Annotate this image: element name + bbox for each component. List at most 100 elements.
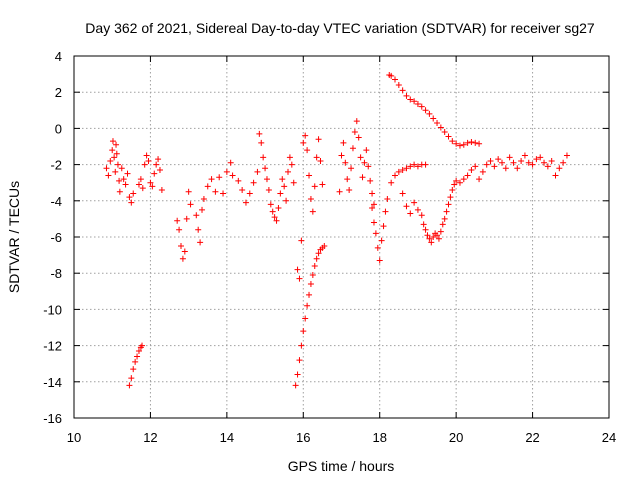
data-point [149, 183, 156, 190]
data-point [220, 190, 227, 197]
x-tick-label: 18 [372, 430, 386, 445]
data-point [407, 210, 414, 217]
data-point [384, 195, 391, 202]
data-point [443, 208, 450, 215]
data-point [403, 203, 410, 210]
data-point [137, 176, 144, 183]
data-point [560, 159, 567, 166]
data-point [116, 177, 123, 184]
data-point [114, 161, 121, 168]
scatter-points [103, 72, 570, 389]
series-seg3 [126, 342, 146, 389]
data-point [392, 172, 398, 179]
data-point [124, 170, 131, 177]
data-point [178, 243, 184, 250]
data-point [411, 98, 418, 105]
data-point [370, 201, 377, 208]
data-point [275, 205, 282, 212]
data-point [306, 291, 313, 298]
data-point [434, 119, 441, 126]
x-tick-label: 16 [296, 430, 310, 445]
data-point [506, 154, 513, 161]
data-point [179, 255, 186, 262]
data-point [281, 183, 288, 190]
data-point [141, 161, 148, 168]
data-point [437, 228, 444, 235]
data-point [183, 215, 190, 222]
data-point [420, 221, 427, 228]
data-point [411, 161, 418, 168]
data-point [476, 140, 483, 147]
data-point [359, 174, 366, 181]
data-point [311, 183, 318, 190]
data-point [447, 194, 454, 201]
y-tick-label: -10 [43, 302, 62, 317]
data-point [302, 315, 309, 322]
data-point [365, 163, 372, 170]
data-point [321, 243, 328, 250]
data-point [451, 181, 458, 188]
data-point [262, 165, 269, 172]
data-point [155, 156, 162, 163]
data-point [370, 219, 377, 226]
data-point [483, 161, 490, 168]
data-point [479, 168, 486, 175]
x-tick-label: 14 [220, 430, 234, 445]
data-point [418, 212, 425, 219]
data-point [464, 172, 471, 179]
data-point [139, 185, 146, 192]
data-point [260, 154, 267, 161]
data-point [300, 328, 307, 335]
data-point [185, 188, 192, 195]
data-point [212, 188, 219, 195]
data-point [422, 161, 429, 168]
data-point [258, 139, 265, 146]
data-point [502, 165, 509, 172]
y-tick-label: -8 [50, 266, 62, 281]
data-point [537, 154, 544, 161]
data-point [283, 197, 290, 204]
data-point [418, 103, 425, 110]
data-point [285, 168, 291, 175]
data-point [369, 205, 376, 212]
data-point [541, 159, 548, 166]
data-point [277, 190, 284, 197]
data-point [392, 76, 398, 83]
data-point [229, 172, 236, 179]
data-point [407, 163, 414, 170]
data-point [307, 195, 314, 202]
y-tick-label: -16 [43, 411, 62, 426]
data-point [338, 152, 345, 159]
data-point [107, 157, 114, 164]
series-seg4 [174, 188, 194, 262]
data-point [307, 281, 314, 288]
data-point [468, 167, 475, 174]
data-point [128, 199, 135, 206]
series-seg10 [369, 161, 429, 264]
data-point [298, 237, 305, 244]
data-point [407, 96, 414, 103]
data-point [363, 147, 370, 154]
data-point [563, 152, 570, 159]
data-point [109, 147, 116, 154]
series-seg8 [294, 132, 326, 282]
data-point [223, 168, 230, 175]
data-point [422, 107, 429, 114]
data-point [279, 176, 286, 183]
data-point [428, 239, 435, 246]
data-point [103, 165, 110, 172]
data-point [426, 110, 433, 117]
data-point [380, 223, 387, 230]
series-seg7 [292, 243, 328, 389]
data-point [346, 186, 353, 193]
data-point [430, 234, 437, 240]
data-point [361, 159, 368, 166]
data-point [239, 186, 246, 193]
data-point [256, 130, 263, 137]
data-point [453, 177, 460, 184]
data-point [414, 163, 421, 170]
x-tick-label: 12 [143, 430, 157, 445]
series-seg11 [386, 72, 483, 149]
data-point [135, 181, 142, 188]
data-point [395, 81, 402, 88]
